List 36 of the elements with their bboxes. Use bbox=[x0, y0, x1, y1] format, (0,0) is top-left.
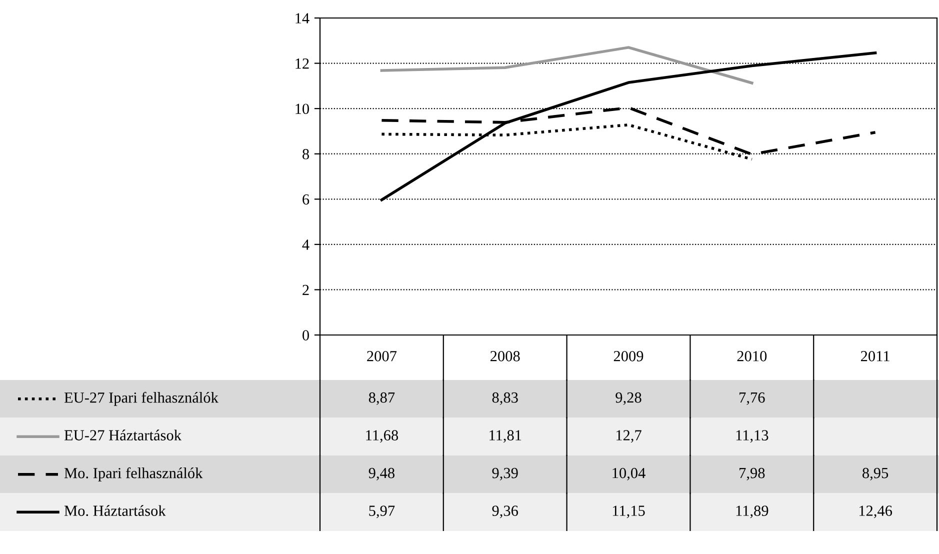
data-label: 9,36 bbox=[492, 506, 518, 518]
y-tick-label: 10 bbox=[296, 104, 309, 114]
data-label: 12,46 bbox=[859, 506, 892, 518]
y-tick-label: 14 bbox=[296, 13, 310, 24]
data-label: 7,76 bbox=[740, 392, 765, 405]
data-label: 9,28 bbox=[616, 392, 642, 405]
y-tick-label: 12 bbox=[296, 58, 309, 69]
y-tick-label: 4 bbox=[302, 240, 310, 250]
data-label: 7,98 bbox=[740, 468, 765, 480]
x-tick-label: 2010 bbox=[737, 351, 767, 362]
data-label: 9,39 bbox=[492, 468, 518, 480]
data-label: 8,83 bbox=[492, 392, 518, 405]
y-tick-label: 2 bbox=[302, 284, 309, 296]
x-tick-label: 2011 bbox=[860, 351, 890, 362]
y-tick-label: 8 bbox=[302, 149, 309, 160]
data-label: 8,95 bbox=[862, 468, 888, 480]
legend-label: EU-27 Ipari felhasználók bbox=[64, 392, 218, 406]
data-label: 5,97 bbox=[369, 506, 395, 518]
x-tick-label: 2009 bbox=[614, 351, 644, 362]
y-tick-label: 0 bbox=[302, 330, 309, 340]
data-label: 9,48 bbox=[368, 468, 394, 480]
data-label: 11,15 bbox=[612, 506, 645, 518]
legend-label: Mo. Ipari felhasználók bbox=[64, 467, 203, 482]
data-label: 11,89 bbox=[736, 506, 768, 518]
data-label: 11,81 bbox=[490, 430, 522, 443]
data-label: 11,13 bbox=[736, 430, 768, 443]
line-series bbox=[380, 46, 754, 84]
x-tick-label: 2007 bbox=[367, 351, 397, 362]
legend-label: Mo. Háztartások bbox=[64, 505, 166, 516]
data-label: 11,68 bbox=[366, 430, 398, 443]
y-tick-label: 6 bbox=[302, 194, 310, 205]
x-tick-label: 2008 bbox=[490, 351, 520, 362]
data-label: 12,7 bbox=[616, 430, 642, 443]
data-label: 10,04 bbox=[612, 468, 646, 480]
legend-label: EU-27 Háztartások bbox=[64, 430, 182, 440]
data-label: 8,87 bbox=[368, 392, 395, 405]
